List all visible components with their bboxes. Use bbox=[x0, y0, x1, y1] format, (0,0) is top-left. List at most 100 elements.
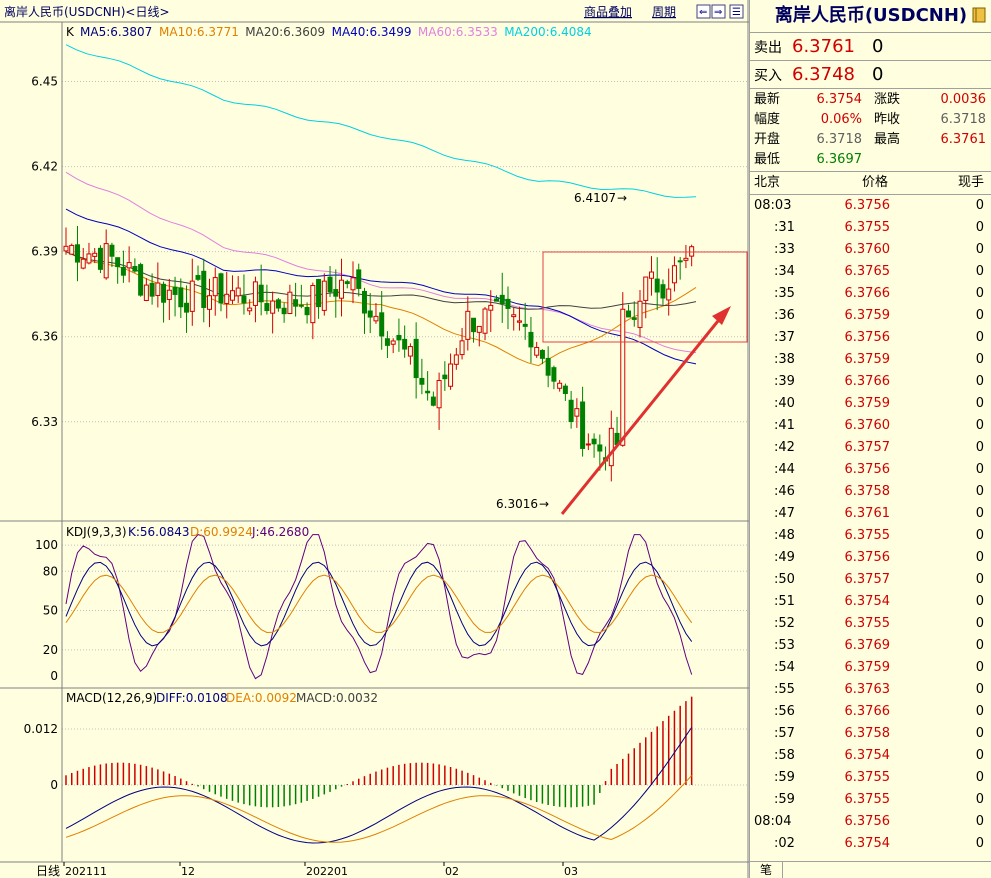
nav-buttons[interactable]: ⇐ ⇒ ☰ bbox=[696, 4, 744, 19]
tick-row[interactable]: 08:03 6.3756 0 bbox=[750, 195, 991, 217]
period-button[interactable]: 周期 bbox=[652, 5, 676, 19]
tick-row[interactable]: :49 6.3756 0 bbox=[750, 547, 991, 569]
tick-price: 6.3755 bbox=[844, 528, 891, 543]
price-ytick: 6.39 bbox=[31, 245, 58, 259]
candle-body bbox=[448, 363, 454, 387]
tick-row[interactable]: :02 6.3754 0 bbox=[750, 833, 991, 855]
tick-row[interactable]: :31 6.3755 0 bbox=[750, 217, 991, 239]
candle-body bbox=[172, 286, 178, 295]
candle-body bbox=[92, 252, 98, 257]
tick-price: 6.3756 bbox=[844, 814, 891, 829]
tick-row[interactable]: :38 6.3759 0 bbox=[750, 349, 991, 371]
candle-body bbox=[654, 278, 660, 293]
tick-price: 6.3765 bbox=[844, 264, 891, 279]
candle-body bbox=[218, 273, 224, 304]
tick-row[interactable]: :35 6.3766 0 bbox=[750, 283, 991, 305]
stats-cell: 6.3718 bbox=[816, 132, 863, 147]
tick-time: :42 bbox=[774, 440, 795, 455]
tick-row[interactable]: :52 6.3755 0 bbox=[750, 613, 991, 635]
tick-price: 6.3759 bbox=[844, 660, 891, 675]
candle-body bbox=[241, 295, 247, 304]
candle-body bbox=[166, 289, 172, 300]
tick-volume: 0 bbox=[975, 286, 984, 301]
tick-row[interactable]: :56 6.3766 0 bbox=[750, 701, 991, 723]
candle-body bbox=[293, 299, 299, 307]
tick-price: 6.3760 bbox=[844, 242, 891, 257]
tick-row[interactable]: :33 6.3760 0 bbox=[750, 239, 991, 261]
xaxis-tick: 12 bbox=[181, 865, 195, 878]
tick-volume: 0 bbox=[975, 638, 984, 653]
candle-body bbox=[597, 444, 603, 452]
tick-row[interactable]: :36 6.3759 0 bbox=[750, 305, 991, 327]
candle-body bbox=[138, 264, 144, 296]
ma-line-ma40 bbox=[65, 208, 697, 365]
candle-body bbox=[356, 269, 362, 289]
tick-volume: 0 bbox=[975, 792, 984, 807]
ma-line-close bbox=[65, 251, 697, 310]
candle-body bbox=[643, 276, 649, 301]
tick-row[interactable]: :44 6.3756 0 bbox=[750, 459, 991, 481]
tick-volume: 0 bbox=[975, 396, 984, 411]
tick-row[interactable]: :50 6.3757 0 bbox=[750, 569, 991, 591]
tick-row[interactable]: :34 6.3765 0 bbox=[750, 261, 991, 283]
tick-volume: 0 bbox=[975, 682, 984, 697]
tick-price: 6.3766 bbox=[844, 374, 891, 389]
ticks-header: 北京 价格 现手 bbox=[750, 172, 991, 195]
candle-body bbox=[499, 294, 505, 305]
stats-grid: 最新 6.3754 涨跌 0.0036 幅度 0.06% 昨收 6.3718 开盘 6.3718 最… bbox=[750, 89, 991, 172]
svg-text:⇒: ⇒ bbox=[714, 7, 722, 18]
tick-row[interactable]: :55 6.3763 0 bbox=[750, 679, 991, 701]
ticks-list[interactable]: 08:03 6.3756 0:31 6.3755 0:33 6.3760 0:34 6.376… bbox=[750, 195, 991, 855]
tab-trades[interactable]: 笔 bbox=[750, 862, 784, 878]
candle-body bbox=[585, 443, 591, 446]
tick-row[interactable]: 08:04 6.3756 0 bbox=[750, 811, 991, 833]
tick-row[interactable]: :58 6.3754 0 bbox=[750, 745, 991, 767]
period-tab[interactable]: 日线 bbox=[36, 864, 60, 878]
tick-volume: 0 bbox=[975, 572, 984, 587]
tick-volume: 0 bbox=[975, 440, 984, 455]
tick-row[interactable]: :46 6.3758 0 bbox=[750, 481, 991, 503]
ma-legend-item: MA20:6.3609 bbox=[245, 25, 325, 39]
candle-body bbox=[184, 302, 190, 313]
tick-row[interactable]: :59 6.3755 0 bbox=[750, 789, 991, 811]
candle-body bbox=[201, 270, 207, 308]
tick-row[interactable]: :47 6.3761 0 bbox=[750, 503, 991, 525]
tick-row[interactable]: :40 6.3759 0 bbox=[750, 393, 991, 415]
overlay-button[interactable]: 商品叠加 bbox=[584, 4, 632, 19]
tick-row[interactable]: :59 6.3755 0 bbox=[750, 767, 991, 789]
tick-row[interactable]: :42 6.3757 0 bbox=[750, 437, 991, 459]
macd-dea-value: DEA:0.0092 bbox=[226, 691, 297, 705]
tick-row[interactable]: :48 6.3755 0 bbox=[750, 525, 991, 547]
candle-body bbox=[516, 320, 522, 323]
tick-time: :59 bbox=[774, 792, 795, 807]
tick-volume: 0 bbox=[975, 484, 984, 499]
candle-body bbox=[562, 385, 568, 395]
price-ytick: 6.42 bbox=[31, 160, 58, 174]
tick-row[interactable]: :53 6.3769 0 bbox=[750, 635, 991, 657]
tick-volume: 0 bbox=[975, 506, 984, 521]
svg-text:☰: ☰ bbox=[732, 7, 741, 18]
col-price: 价格 bbox=[862, 175, 889, 190]
tick-row[interactable]: :41 6.3760 0 bbox=[750, 415, 991, 437]
tick-row[interactable]: :54 6.3759 0 bbox=[750, 657, 991, 679]
tick-time: :38 bbox=[774, 352, 795, 367]
macd-label: MACD(12,26,9) bbox=[66, 691, 157, 705]
tick-price: 6.3761 bbox=[844, 506, 891, 521]
candle-body bbox=[465, 310, 471, 340]
tick-row[interactable]: :51 6.3754 0 bbox=[750, 591, 991, 613]
tick-time: :44 bbox=[774, 462, 795, 477]
book-icon[interactable] bbox=[972, 7, 986, 23]
price-chart[interactable]: 离岸人民币(USDCNH)<日线> 商品叠加 周期 ⇐ ⇒ ☰ K MA5:6.… bbox=[0, 0, 749, 878]
tick-row[interactable]: :57 6.3758 0 bbox=[750, 723, 991, 745]
candle-body bbox=[568, 399, 574, 423]
tick-row[interactable]: :39 6.3766 0 bbox=[750, 371, 991, 393]
buy-row: 买入 6.3748 0 bbox=[750, 61, 991, 89]
candle-body bbox=[339, 279, 345, 299]
candle-body bbox=[505, 298, 511, 309]
candle-body bbox=[453, 354, 459, 365]
tick-price: 6.3756 bbox=[844, 198, 891, 213]
tick-time: :36 bbox=[774, 308, 795, 323]
tick-time: :02 bbox=[774, 836, 795, 851]
tick-row[interactable]: :37 6.3756 0 bbox=[750, 327, 991, 349]
ma-line-ma200 bbox=[65, 44, 697, 198]
